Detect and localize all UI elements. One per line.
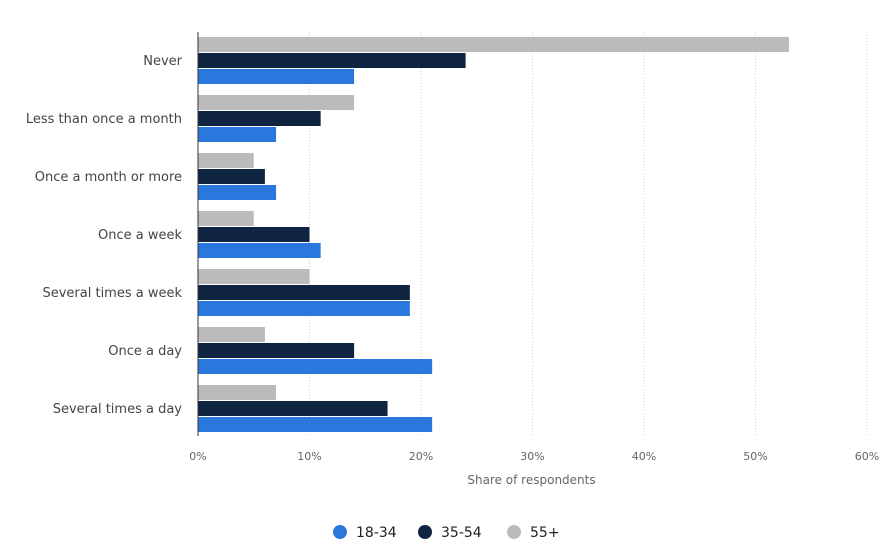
category-label: Never <box>143 54 182 69</box>
category-label: Several times a day <box>53 402 183 417</box>
bar-55+ <box>198 153 254 168</box>
legend-marker-35-54 <box>418 525 432 539</box>
bar-18-34 <box>198 127 277 142</box>
category-label: Less than once a month <box>26 112 182 127</box>
x-tick-label: 20% <box>409 450 433 463</box>
category-label: Once a day <box>108 344 182 359</box>
x-axis-label: Share of respondents <box>467 473 595 487</box>
category-label: Once a month or more <box>35 170 182 185</box>
category-label: Once a week <box>98 228 182 243</box>
bar-55+ <box>198 37 789 52</box>
bar-18-34 <box>198 301 410 316</box>
bar-55+ <box>198 269 310 284</box>
bar-35-54 <box>198 343 355 358</box>
legend-marker-18-34 <box>333 525 347 539</box>
category-label: Several times a week <box>42 286 182 301</box>
bar-18-34 <box>198 69 355 84</box>
legend-label-55+: 55+ <box>530 525 560 541</box>
x-tick-label: 0% <box>189 450 206 463</box>
x-tick-label: 30% <box>520 450 544 463</box>
x-tick-label: 60% <box>855 450 879 463</box>
bar-35-54 <box>198 285 410 300</box>
x-tick-label: 50% <box>743 450 767 463</box>
bar-35-54 <box>198 401 388 416</box>
bar-55+ <box>198 211 254 226</box>
legend-marker-55+ <box>507 525 521 539</box>
bar-35-54 <box>198 53 466 68</box>
bar-35-54 <box>198 111 321 126</box>
x-tick-label: 10% <box>297 450 321 463</box>
legend-label-18-34: 18-34 <box>356 525 397 541</box>
bar-35-54 <box>198 169 265 184</box>
bar-18-34 <box>198 417 433 432</box>
bar-35-54 <box>198 227 310 242</box>
bar-55+ <box>198 385 277 400</box>
bar-55+ <box>198 95 355 110</box>
bar-18-34 <box>198 185 277 200</box>
bar-18-34 <box>198 359 433 374</box>
x-tick-label: 40% <box>632 450 656 463</box>
legend-label-35-54: 35-54 <box>441 525 482 541</box>
bar-18-34 <box>198 243 321 258</box>
bar-55+ <box>198 327 265 342</box>
